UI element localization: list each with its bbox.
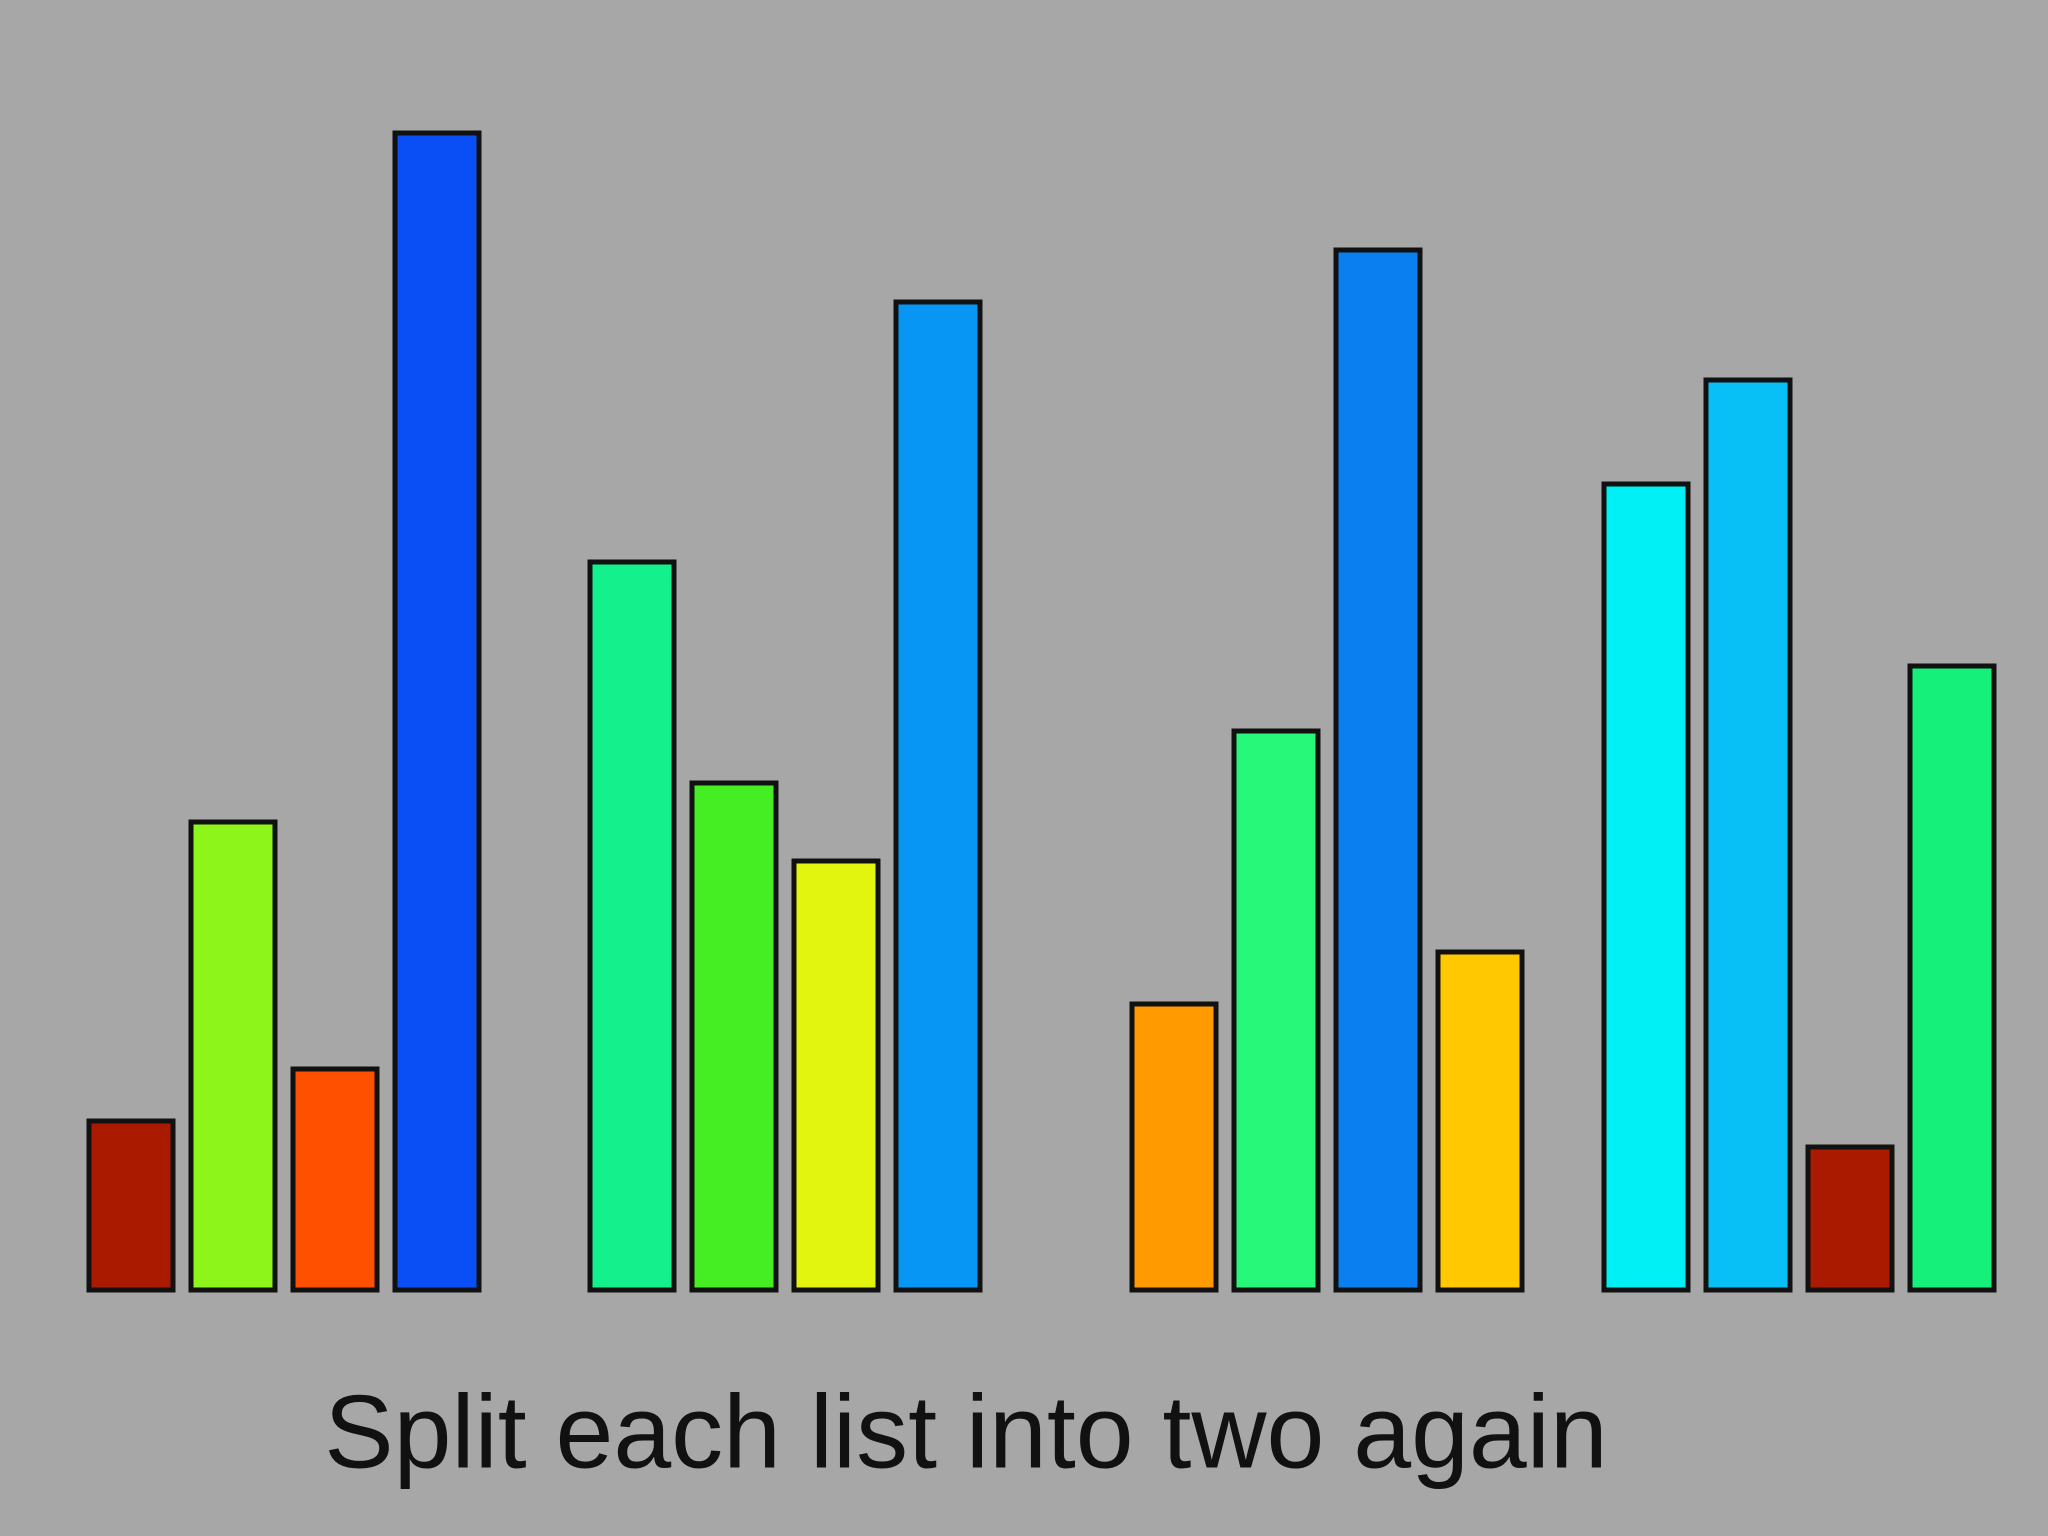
bar [1703,377,1793,1293]
bar [1333,247,1423,1293]
bar [1231,728,1321,1293]
bar [86,1118,176,1293]
bar [1435,949,1525,1293]
bar [188,819,278,1293]
bar [1805,1144,1895,1293]
bar [1907,663,1997,1293]
bar [893,299,983,1293]
bar [587,559,677,1293]
bar [689,780,779,1293]
bar [392,130,482,1293]
bar [791,858,881,1293]
chart-title: Split each list into two again [324,1374,1607,1490]
bar [1601,481,1691,1293]
bar [290,1066,380,1293]
bar [1129,1001,1219,1293]
